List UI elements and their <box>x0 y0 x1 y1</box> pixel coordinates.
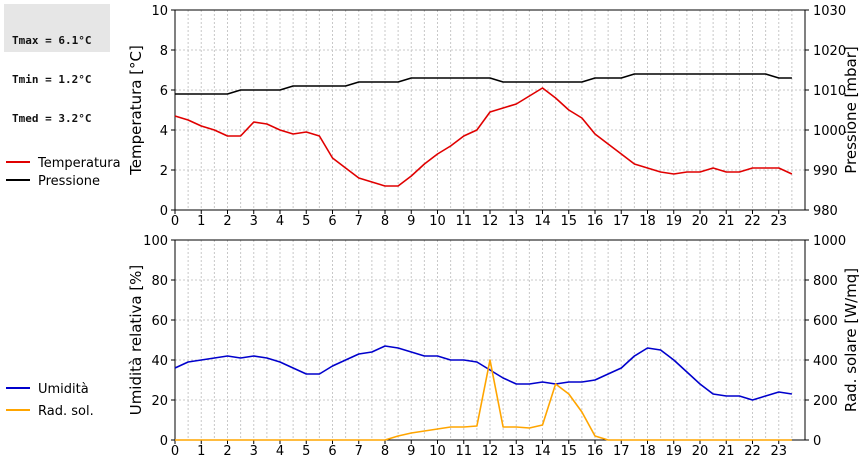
x-tick-label: 9 <box>407 214 415 229</box>
x-tick-label: 8 <box>381 214 389 229</box>
series-line-umidit- <box>174 345 793 401</box>
y-tick-label-right: 800 <box>813 274 838 289</box>
stat-row-tmin: Tmin = 1.2°C <box>12 73 92 86</box>
y-tick-label-left: 80 <box>151 274 168 289</box>
x-tick-label: 20 <box>692 444 709 459</box>
x-tick-label: 23 <box>770 444 787 459</box>
y-tick-label-right: 1000 <box>813 234 846 249</box>
stat-label: Tmax <box>12 34 39 47</box>
x-tick-label: 21 <box>718 444 735 459</box>
x-tick-label: 18 <box>639 214 656 229</box>
stat-value: 3.2°C <box>58 112 92 125</box>
x-tick-label: 16 <box>587 214 604 229</box>
stat-row-tmed: Tmed = 3.2°C <box>12 112 92 125</box>
y-tick-label-left: 8 <box>160 44 168 59</box>
x-tick-label: 1 <box>197 214 205 229</box>
x-tick-label: 22 <box>744 444 761 459</box>
x-tick-label: 12 <box>482 214 499 229</box>
x-tick-label: 17 <box>613 444 630 459</box>
y-tick-label-right: 400 <box>813 354 838 369</box>
x-tick-label: 6 <box>328 444 336 459</box>
legend-label: Rad. sol. <box>38 404 94 419</box>
x-tick-label: 1 <box>197 444 205 459</box>
x-tick-label: 5 <box>302 214 310 229</box>
x-tick-label: 2 <box>223 214 231 229</box>
x-tick-label: 5 <box>302 444 310 459</box>
x-tick-label: 4 <box>276 214 284 229</box>
y-tick-label-right: 0 <box>813 434 821 449</box>
x-tick-label: 10 <box>429 214 446 229</box>
stat-value: 6.1°C <box>58 34 92 47</box>
x-tick-label: 14 <box>534 214 551 229</box>
y-axis-title-left: Temperatura [°C] <box>127 45 145 176</box>
x-tick-label: 15 <box>560 444 577 459</box>
legend-label: Umidità <box>38 382 89 397</box>
x-tick-label: 8 <box>381 444 389 459</box>
y-tick-label-right: 200 <box>813 394 838 409</box>
x-tick-label: 11 <box>455 214 472 229</box>
x-tick-label: 14 <box>534 444 551 459</box>
y-tick-label-right: 1020 <box>813 44 846 59</box>
stat-row-tmax: Tmax = 6.1°C <box>12 34 92 47</box>
stat-label: Tmin <box>12 73 39 86</box>
legend-label: Pressione <box>38 174 100 189</box>
y-tick-label-right: 980 <box>813 204 838 219</box>
y-tick-label-right: 1000 <box>813 124 846 139</box>
y-tick-label-left: 10 <box>151 4 168 19</box>
y-axis-title-left: Umidità relativa [%] <box>127 265 145 416</box>
y-axis-title-right: Rad. solare [W/mq] <box>842 268 860 412</box>
x-tick-label: 23 <box>770 214 787 229</box>
x-tick-label: 16 <box>587 444 604 459</box>
x-tick-label: 12 <box>482 444 499 459</box>
x-tick-label: 2 <box>223 444 231 459</box>
x-tick-label: 19 <box>665 214 682 229</box>
y-tick-label-left: 0 <box>160 204 168 219</box>
chart-panel-1: 0 1 2 3 4 5 6 7 8 9 10 11 12 13 14 15 16 17 18 19 20 21 22 2302… <box>6 4 860 229</box>
x-tick-label: 19 <box>665 444 682 459</box>
series-line-temperatura <box>174 87 793 187</box>
stat-value: 1.2°C <box>58 73 92 86</box>
y-tick-label-left: 4 <box>160 124 168 139</box>
x-tick-label: 17 <box>613 214 630 229</box>
y-tick-label-right: 600 <box>813 314 838 329</box>
series-line-pressione <box>175 73 792 95</box>
x-tick-label: 0 <box>171 444 179 459</box>
y-tick-label-left: 60 <box>151 314 168 329</box>
x-tick-label: 3 <box>250 214 258 229</box>
x-tick-label: 13 <box>508 444 525 459</box>
x-tick-label: 21 <box>718 214 735 229</box>
y-tick-label-right: 1010 <box>813 84 846 99</box>
legend-label: Temperatura <box>37 156 121 171</box>
stats-box: Tmax = 6.1°C Tmin = 1.2°C Tmed = 3.2°C <box>4 4 110 125</box>
x-tick-label: 20 <box>692 214 709 229</box>
x-tick-label: 3 <box>250 444 258 459</box>
x-tick-label: 10 <box>429 444 446 459</box>
y-tick-label-left: 2 <box>160 164 168 179</box>
x-tick-label: 11 <box>455 444 472 459</box>
y-tick-label-left: 6 <box>160 84 168 99</box>
x-tick-label: 0 <box>171 214 179 229</box>
y-tick-label-left: 100 <box>143 234 168 249</box>
x-tick-label: 22 <box>744 214 761 229</box>
y-tick-label-left: 20 <box>151 394 168 409</box>
y-tick-label-left: 40 <box>151 354 168 369</box>
y-axis-title-right: Pressione [mbar] <box>842 46 860 174</box>
x-tick-label: 7 <box>355 214 363 229</box>
y-tick-label-left: 0 <box>160 434 168 449</box>
x-tick-label: 13 <box>508 214 525 229</box>
x-tick-label: 4 <box>276 444 284 459</box>
chart-panel-2: 0 1 2 3 4 5 6 7 8 9 10 11 12 13 14 15 16 17 18 19 20 21 22 2302… <box>6 234 860 459</box>
x-tick-label: 7 <box>355 444 363 459</box>
stat-label: Tmed <box>12 112 39 125</box>
x-tick-label: 6 <box>328 214 336 229</box>
x-tick-label: 18 <box>639 444 656 459</box>
x-tick-label: 15 <box>560 214 577 229</box>
series-line-rad-sol- <box>175 359 792 441</box>
y-tick-label-right: 990 <box>813 164 838 179</box>
x-tick-label: 9 <box>407 444 415 459</box>
y-tick-label-right: 1030 <box>813 4 846 19</box>
